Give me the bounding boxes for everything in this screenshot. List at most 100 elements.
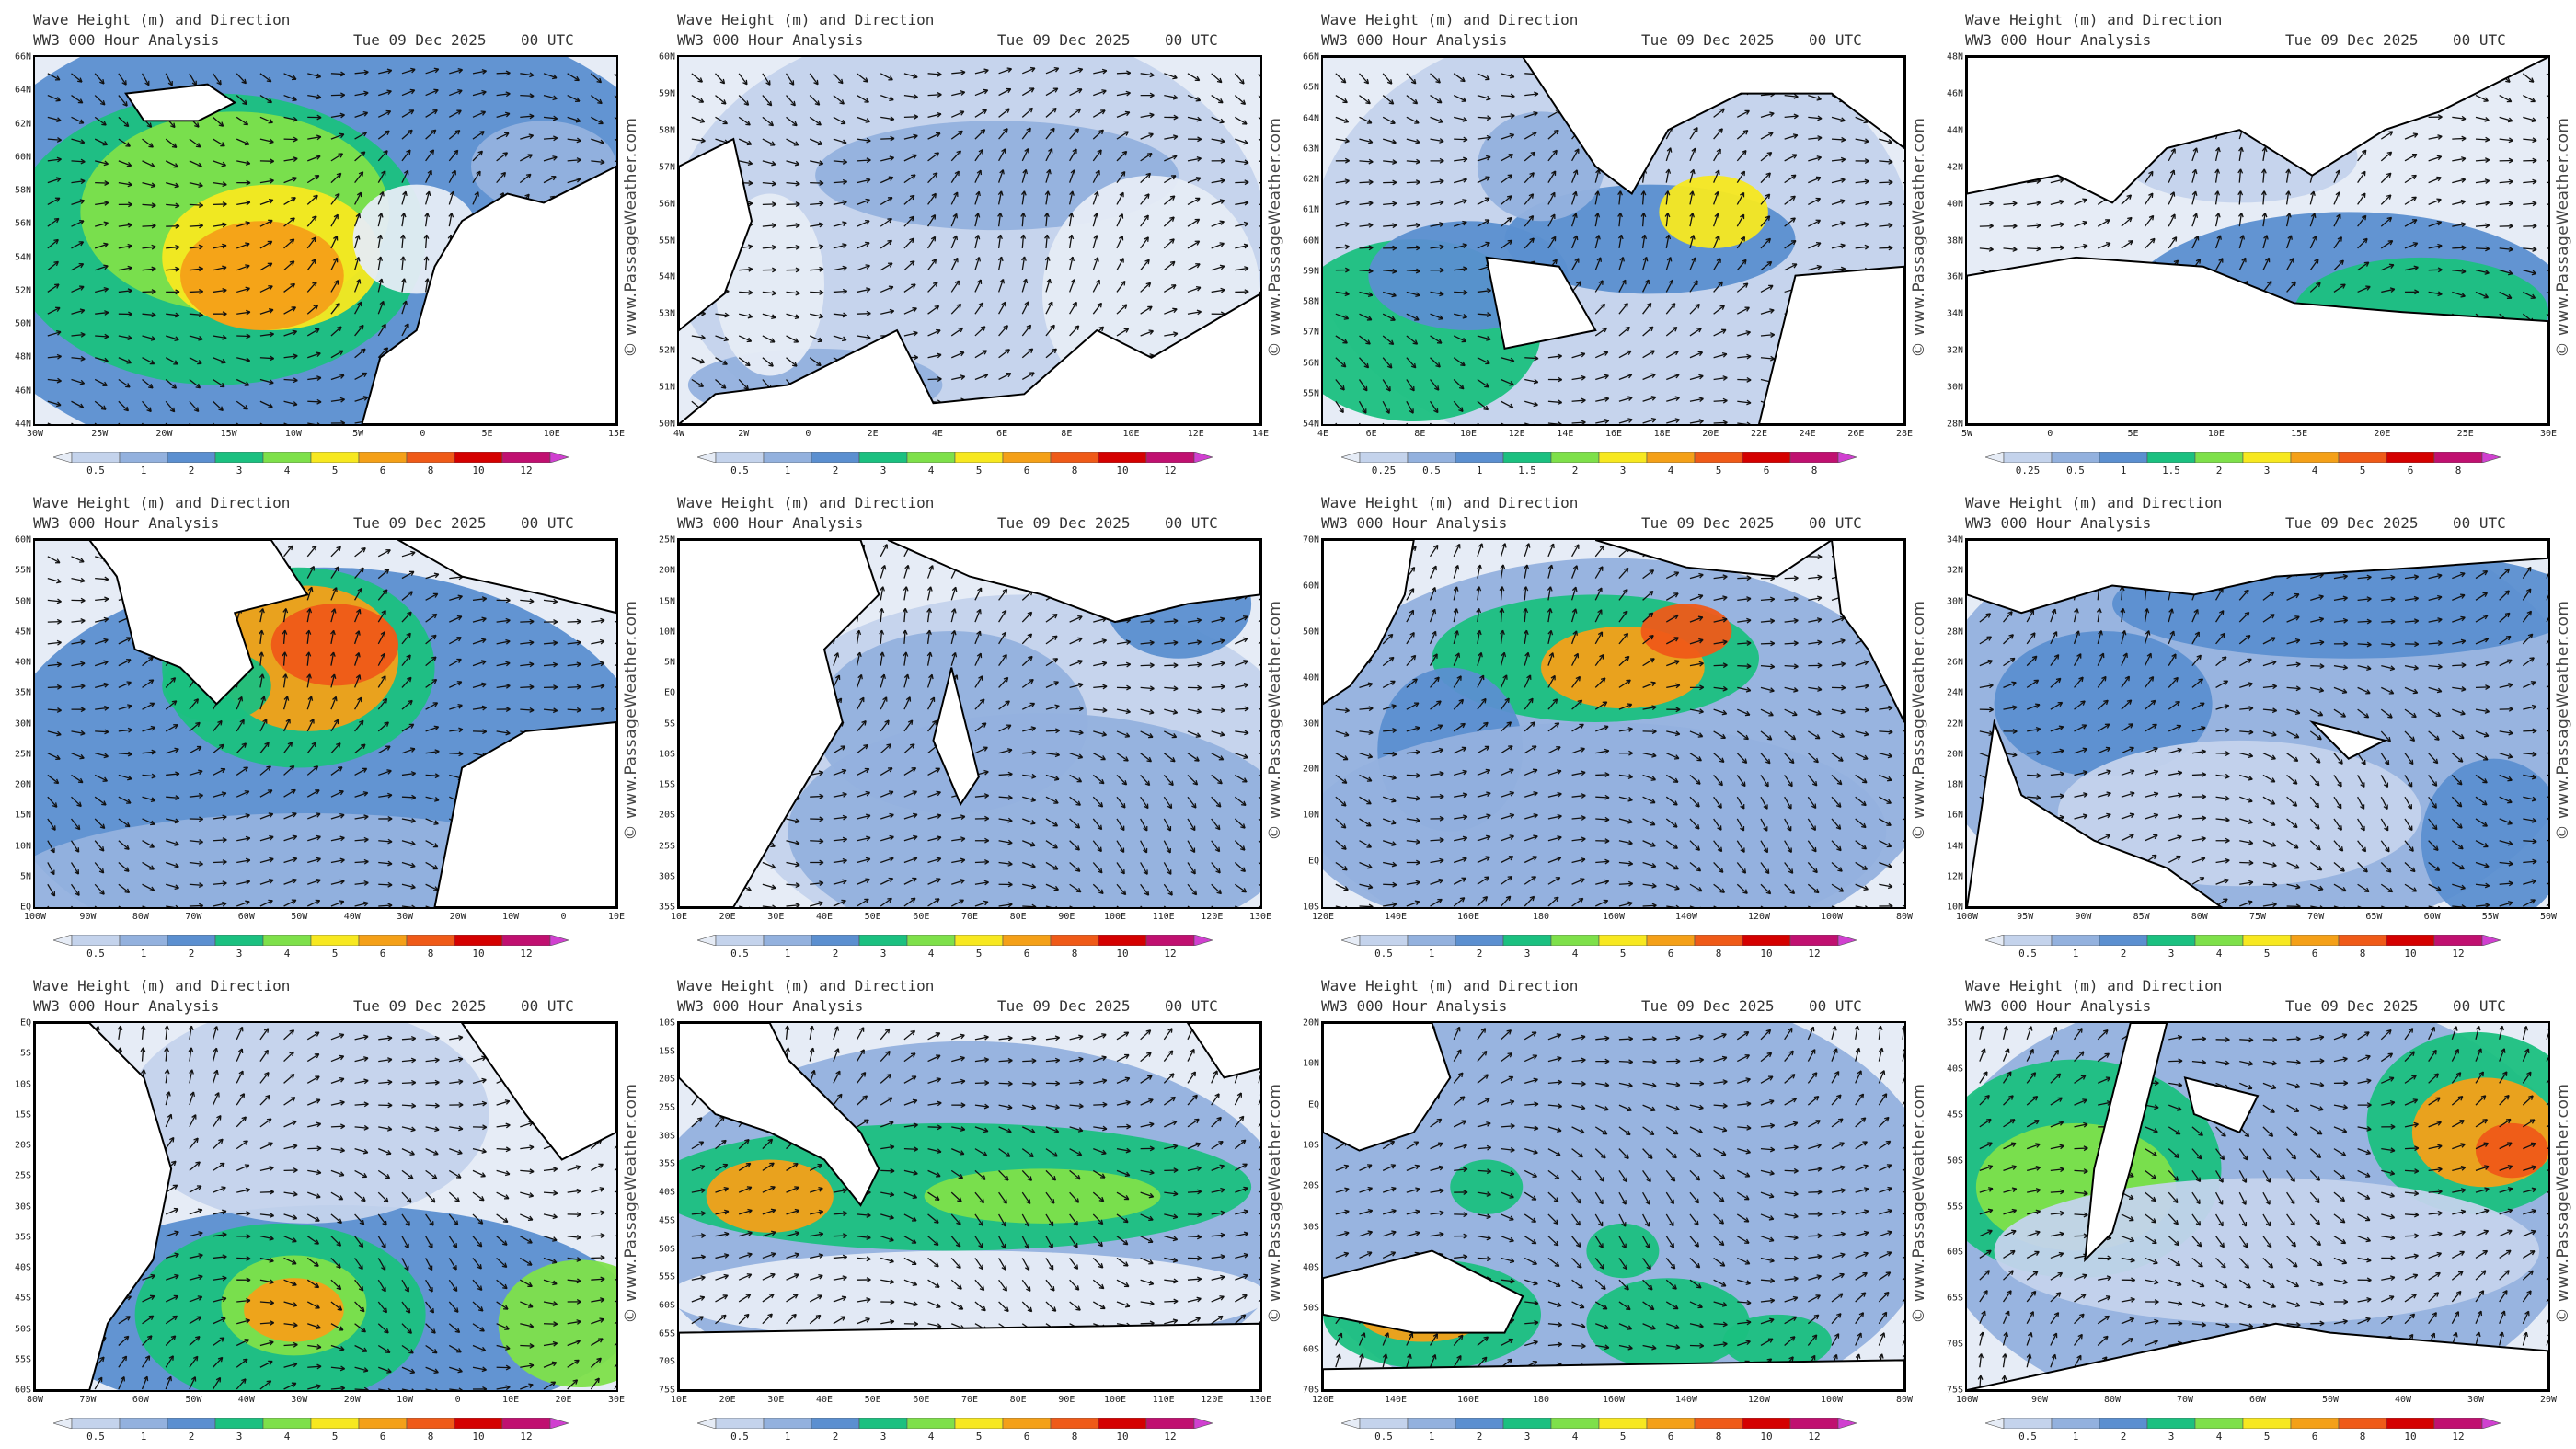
longitude-tick-label: 120E [1311,1395,1335,1405]
scale-swatch [214,1418,264,1429]
wave-height-contour [1994,1178,2540,1324]
land-mass [679,1023,880,1207]
scale-swatch [1789,452,1839,463]
longitude-tick-label: 100E [1103,1395,1127,1405]
latitude-tick-label: 60S [1946,1247,1963,1258]
scale-swatch [2051,452,2100,463]
model-run: WW3 000 Hour Analysis [33,514,220,532]
latitude-tick-label: 15S [658,1046,675,1057]
scale-min-arrow [1341,935,1361,946]
model-run: WW3 000 Hour Analysis [1965,31,2152,49]
scale-label: 8 [1715,1431,1722,1443]
scale-label: 0.25 [2015,465,2041,477]
longitude-tick-label: 80E [1009,1395,1027,1405]
longitude-tick-label: 100W [23,912,47,922]
scale-label: 2 [2120,1431,2127,1443]
wave-height-map[interactable] [1965,1021,2550,1392]
forecast-panel-north-sea[interactable]: Wave Height (m) and Direction WW3 000 Hou… [644,0,1288,483]
latitude-tick-label: 20S [14,1140,31,1151]
scale-swatch [1098,935,1147,946]
forecast-panel-mediterranean[interactable]: Wave Height (m) and Direction WW3 000 Hou… [1932,0,2576,483]
forecast-panel-west-europe[interactable]: Wave Height (m) and Direction WW3 000 Hou… [0,0,644,483]
wave-height-map[interactable] [33,538,618,909]
scale-swatch [763,1418,812,1429]
latitude-tick-label: 75S [1946,1385,1963,1396]
longitude-tick-label: 75W [2248,912,2267,922]
longitude-tick-label: 5W [1961,429,1973,439]
scale-label: 1 [1428,1431,1435,1443]
scale-swatch [1502,935,1552,946]
wave-height-map[interactable] [677,55,1262,426]
panel-subtitle: WW3 000 Hour Analysis Tue 09 Dec 2025 00 U… [1965,514,2506,532]
panel-subtitle: WW3 000 Hour Analysis Tue 09 Dec 2025 00 U… [33,997,574,1015]
longitude-tick-label: 50W [2539,912,2558,922]
longitude-tick-label: 15E [2291,429,2308,439]
wave-height-map[interactable] [1321,538,1906,909]
scale-label: 10 [472,948,485,960]
latitude-tick-label: 70S [1946,1339,1963,1350]
land-mass [1967,57,2548,204]
scale-label: 4 [283,948,291,960]
valid-date: Tue 09 Dec 2025 [353,997,487,1015]
scale-swatch [406,935,455,946]
scale-label: 8 [1071,948,1078,960]
wave-height-map[interactable] [1321,55,1906,426]
scale-label: 3 [880,465,887,477]
wave-height-map[interactable] [1321,1021,1906,1392]
forecast-panel-southern-cone[interactable]: Wave Height (m) and Direction WW3 000 Hou… [1932,966,2576,1449]
longitude-tick-label: 30E [607,1395,626,1405]
longitude-tick-label: 160W [1602,1395,1626,1405]
scale-swatch [2242,452,2292,463]
scale-swatch [2242,935,2292,946]
land-mass [460,1023,616,1161]
forecast-panel-south-indian[interactable]: Wave Height (m) and Direction WW3 000 Hou… [644,966,1288,1449]
scale-label: 6 [2407,465,2414,477]
wave-height-map[interactable] [677,1021,1262,1392]
scale-label: 0.5 [86,948,105,960]
latitude-tick-label: 56N [658,199,675,210]
wave-height-contour [1477,111,1605,222]
wave-height-map[interactable] [1965,538,2550,909]
scale-label: 3 [1619,465,1627,477]
scale-swatch [2338,935,2387,946]
wave-height-map[interactable] [1965,55,2550,426]
scale-swatch [954,1418,1004,1429]
latitude-tick-label: 40S [14,1262,31,1273]
latitude-tick-label: 50N [658,419,675,430]
scale-min-arrow [53,452,73,463]
longitude-tick-label: 18E [1653,429,1671,439]
longitude-tick-label: 15E [607,429,626,439]
forecast-panel-indian-ocean[interactable]: Wave Height (m) and Direction WW3 000 Hou… [644,483,1288,966]
forecast-panel-caribbean[interactable]: Wave Height (m) and Direction WW3 000 Hou… [1932,483,2576,966]
forecast-panel-north-atlantic[interactable]: Wave Height (m) and Direction WW3 000 Hou… [0,483,644,966]
forecast-panel-north-pacific[interactable]: Wave Height (m) and Direction WW3 000 Hou… [1288,483,1932,966]
longitude-tick-label: 70W [2176,1395,2194,1405]
latitude-tick-label: 57N [1302,327,1319,338]
scale-swatch [1407,452,1456,463]
scale-swatch [811,935,860,946]
scale-swatch [1050,1418,1099,1429]
latitude-tick-label: 60S [658,1300,675,1311]
forecast-panel-south-pacific[interactable]: Wave Height (m) and Direction WW3 000 Hou… [1288,966,1932,1449]
scale-label: 3 [1524,948,1531,960]
longitude-tick-label: 10E [670,912,688,922]
scale-swatch [1550,452,1600,463]
forecast-panel-south-atlantic[interactable]: Wave Height (m) and Direction WW3 000 Hou… [0,966,644,1449]
latitude-tick-label: 10S [658,749,675,760]
longitude-tick-label: 120E [1201,912,1224,922]
scale-min-arrow [1341,1418,1361,1429]
land-mass [397,540,616,615]
scale-label: 2 [188,948,195,960]
wave-height-contour [1722,1314,1832,1370]
latitude-tick-label: 20N [1302,1018,1319,1029]
latitude-tick-label: 12N [1946,871,1963,882]
latitude-tick-label: EQ [1307,1099,1319,1110]
latitude-tick-label: 25N [14,749,31,760]
land-mass [35,540,309,706]
forecast-panel-baltic[interactable]: Wave Height (m) and Direction WW3 000 Hou… [1288,0,1932,483]
latitude-tick-label: 61N [1302,204,1319,215]
wave-height-map[interactable] [33,1021,618,1392]
wave-height-map[interactable] [33,55,618,426]
scale-label: 5 [975,465,983,477]
wave-height-map[interactable] [677,538,1262,909]
